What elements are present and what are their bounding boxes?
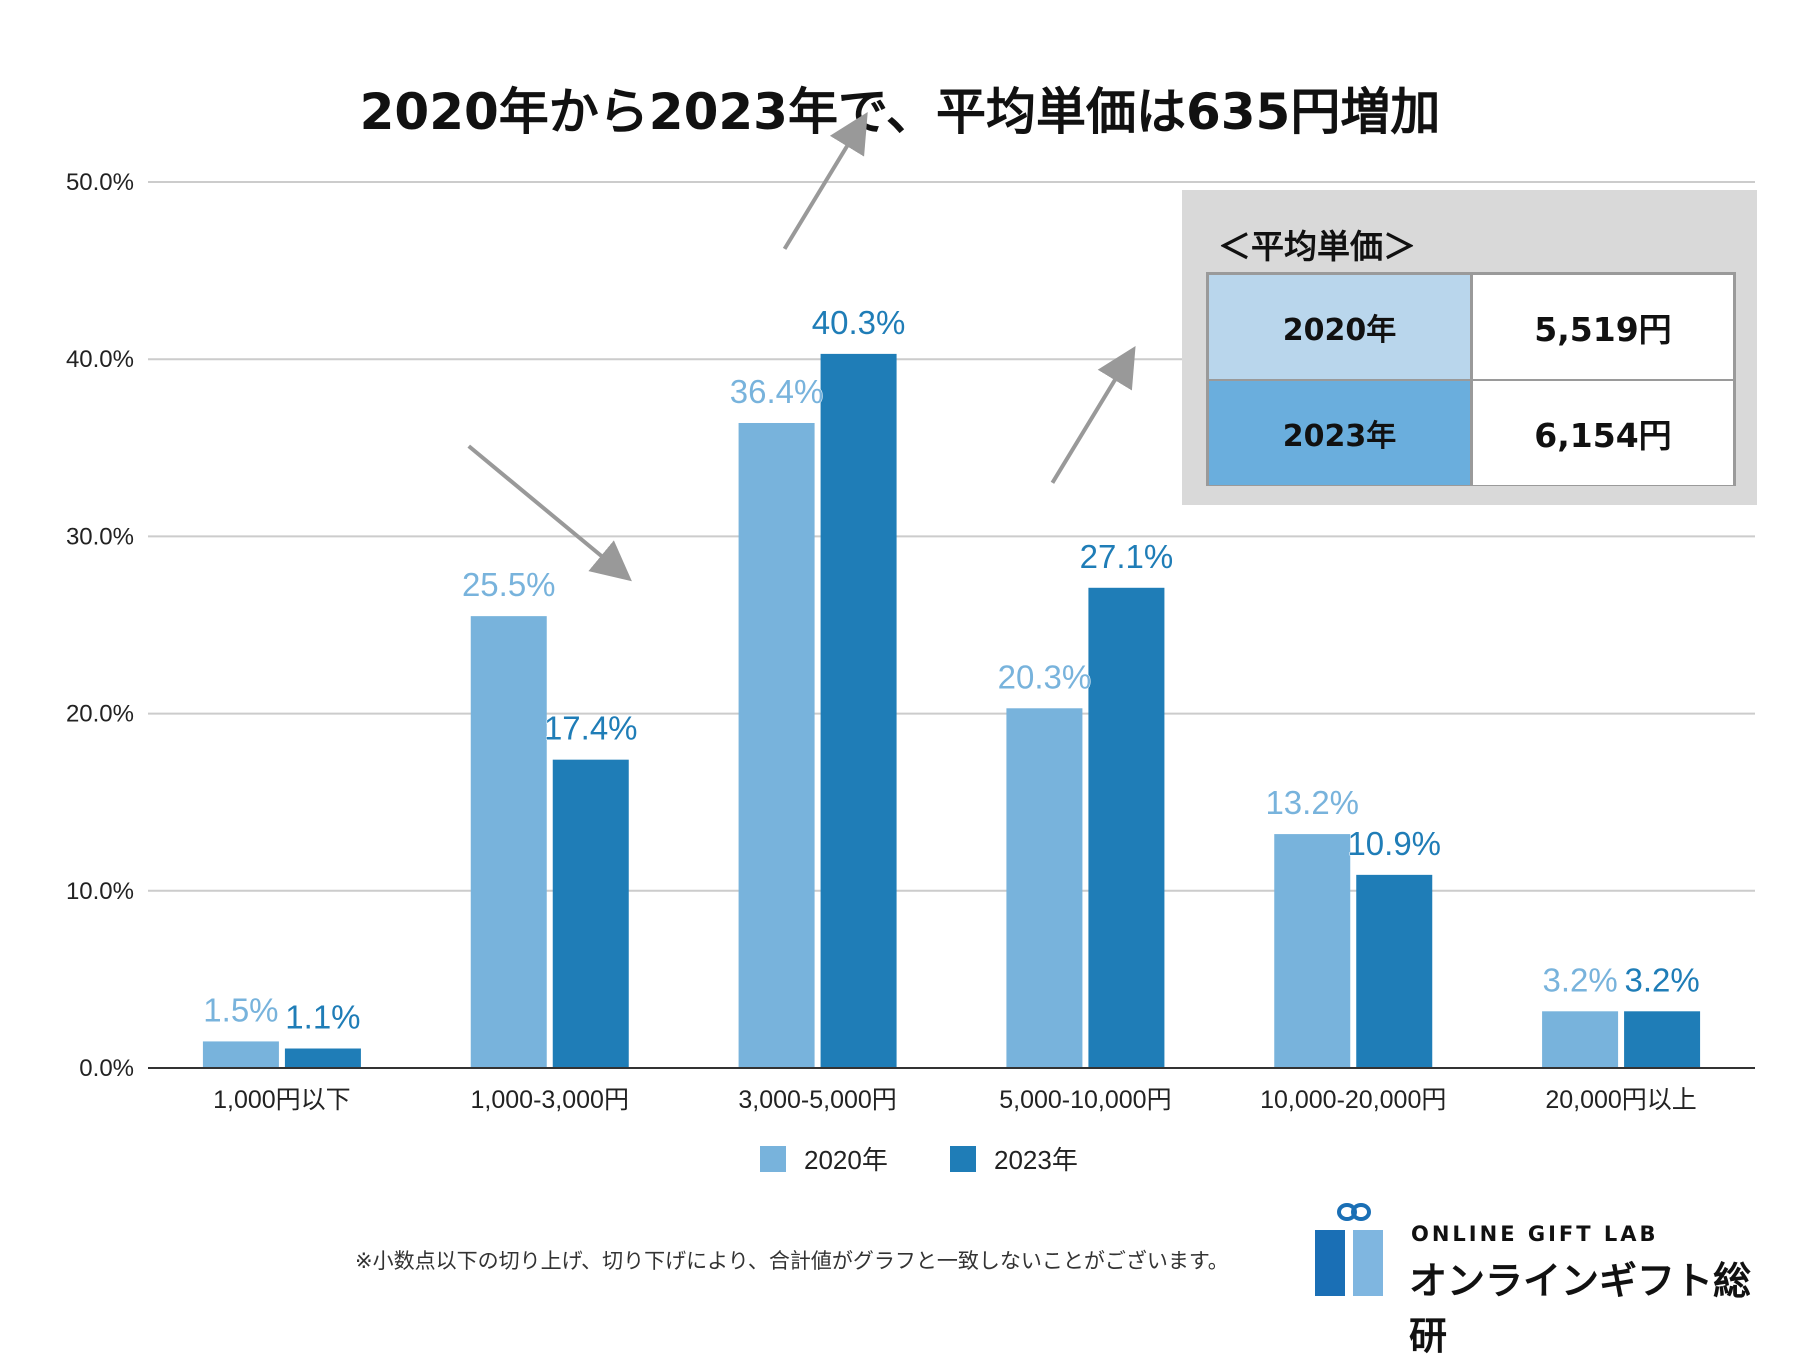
logo-name-en: ONLINE GIFT LAB [1411,1222,1659,1246]
x-tick-label: 1,000-3,000円 [471,1086,629,1114]
trend-arrows [467,112,1136,582]
average-price-year: 2020年 [1209,275,1470,379]
bar [552,759,629,1068]
bar [470,616,547,1068]
bar [1624,1011,1701,1068]
trend-arrow [467,444,632,582]
legend-label: 2020年 [804,1145,888,1175]
legend: 2020年 2023年 [760,1145,1078,1175]
bar [1088,587,1165,1068]
average-price-title: ＜平均単価＞ [1218,227,1416,266]
data-label: 17.4% [544,710,638,747]
x-tick-label: 3,000-5,000円 [738,1086,896,1114]
legend-label: 2023年 [994,1145,1078,1175]
y-tick-label: 10.0% [66,878,134,905]
average-price-row: 2023年 6,154円 [1209,381,1733,485]
logo-name-ja: オンラインギフト総研 [1409,1259,1752,1358]
average-price-table: 2020年 5,519円 2023年 6,154円 [1206,272,1736,486]
y-tick-label: 30.0% [66,523,134,550]
x-tick-label: 5,000-10,000円 [999,1086,1171,1114]
y-tick-label: 50.0% [66,169,134,196]
bar [1356,874,1433,1068]
bars [202,353,1701,1068]
x-tick-label: 10,000-20,000円 [1260,1086,1446,1114]
average-price-row: 2020年 5,519円 [1209,275,1733,379]
y-tick-label: 20.0% [66,701,134,728]
average-price-value: 6,154円 [1473,381,1733,485]
data-label: 36.4% [730,373,824,410]
chart-title: 2020年から2023年で、平均単価は635円増加 [359,83,1441,141]
footnote: ※小数点以下の切り上げ、切り下げにより、合計値がグラフと一致しないことがございま… [355,1249,1229,1273]
bar [1274,834,1351,1068]
data-label: 1.5% [203,991,278,1028]
trend-arrow [1050,345,1136,484]
data-label: 27.1% [1080,538,1174,575]
axes: 0.0% 10.0% 20.0% 30.0% 40.0% 50.0% 1,000円以下 1,0… [66,169,1755,1114]
average-price-panel: ＜平均単価＞ 2020年 5,519円 2023年 6,154円 [1182,190,1757,505]
data-label: 25.5% [462,566,556,603]
brand-logo: ONLINE GIFT LAB オンラインギフト総研 [1315,1200,1785,1358]
data-label: 13.2% [1265,784,1359,821]
x-tick-label: 1,000円以下 [213,1086,351,1114]
data-label: 40.3% [812,304,906,341]
bar [284,1048,361,1068]
data-label: 3.2% [1624,961,1699,998]
data-labels: 1.5% 1.1% 25.5% 17.4% 36.4% 40.3% 20.3% 27.1% 13… [203,303,1700,1036]
gift-bow-icon [1337,1203,1371,1221]
data-label: 3.2% [1542,961,1617,998]
trend-arrow [782,112,868,250]
average-price-value: 5,519円 [1473,275,1733,379]
gridlines [148,181,1755,892]
legend-swatch [950,1146,976,1172]
bar [202,1041,279,1068]
data-label: 10.9% [1347,825,1441,862]
x-tick-label: 20,000円以上 [1545,1086,1696,1114]
bar [1006,708,1083,1068]
data-label: 20.3% [998,658,1092,695]
gift-box-icon [1353,1230,1383,1296]
bar [820,353,897,1068]
bar [1542,1011,1619,1068]
bar [738,422,815,1068]
data-label: 1.1% [285,999,360,1036]
gift-box-icon [1315,1230,1345,1296]
y-tick-label: 40.0% [66,346,134,373]
y-tick-label: 0.0% [79,1055,134,1082]
legend-swatch [760,1146,786,1172]
average-price-year: 2023年 [1209,381,1470,485]
